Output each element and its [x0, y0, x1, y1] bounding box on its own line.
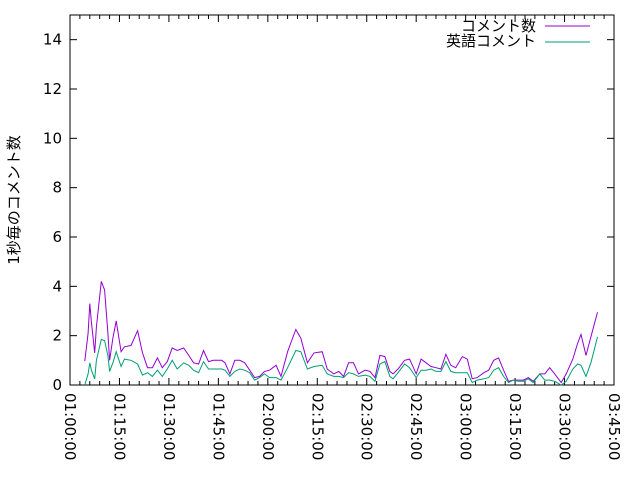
legend-label-english-comments: 英語コメント [446, 32, 536, 50]
series-lines [84, 281, 598, 386]
y-tick-label: 12 [43, 80, 62, 98]
y-tick-label: 8 [52, 179, 62, 197]
x-tick-label: 02:15:00 [308, 393, 326, 460]
y-tick-label: 14 [43, 31, 62, 49]
y-tick-label: 4 [52, 277, 62, 295]
y-axis-ticks: 0 2 4 6 8 10 12 14 [43, 31, 614, 394]
x-tick-label: 03:45:00 [605, 393, 623, 460]
x-tick-label: 01:45:00 [209, 393, 227, 460]
y-tick-label: 2 [52, 327, 62, 345]
x-tick-label: 02:30:00 [358, 393, 376, 460]
x-tick-label: 01:00:00 [61, 393, 79, 460]
x-tick-label: 02:45:00 [407, 393, 425, 460]
x-tick-label: 03:30:00 [556, 393, 574, 460]
y-tick-label: 0 [52, 376, 62, 394]
legend: コメント数 英語コメント [446, 17, 590, 50]
y-tick-label: 10 [43, 129, 62, 147]
x-tick-label: 01:30:00 [160, 393, 178, 460]
x-axis-ticks: 01:00:00 01:15:00 01:30:00 01:45:00 02:00:00… [61, 15, 623, 460]
axes [69, 14, 615, 386]
legend-label-comments: コメント数 [461, 17, 536, 35]
x-tick-label: 01:15:00 [110, 393, 128, 460]
y-axis-label: 1秒毎のコメント数 [5, 135, 23, 265]
series-line-english-comments [84, 336, 598, 386]
x-tick-label: 02:00:00 [259, 393, 277, 460]
x-tick-label: 03:15:00 [506, 393, 524, 460]
x-tick-label: 03:00:00 [457, 393, 475, 460]
plot-border [69, 14, 615, 386]
series-line-comments [84, 281, 598, 384]
y-tick-label: 6 [52, 228, 62, 246]
